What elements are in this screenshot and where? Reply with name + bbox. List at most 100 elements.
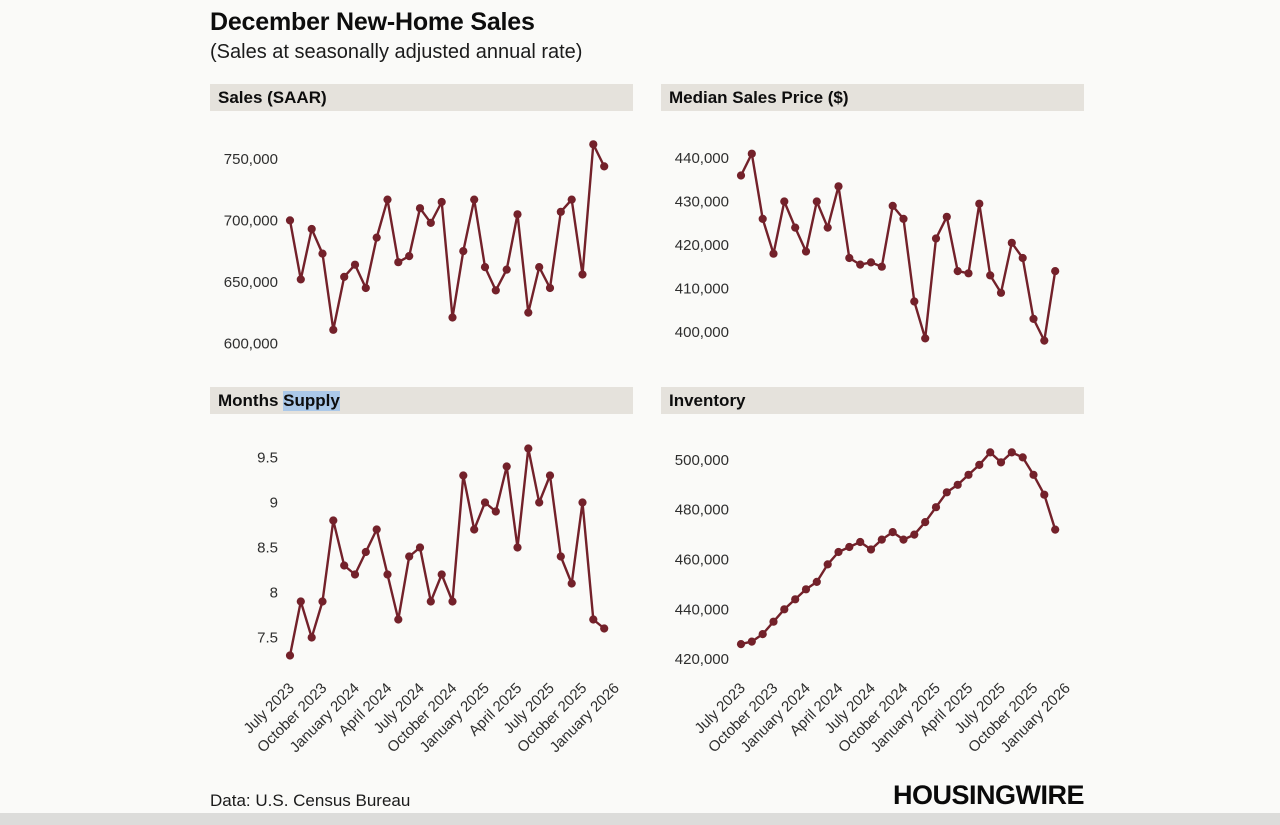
chart-point	[307, 224, 316, 234]
months-supply-chart: 7.5 8 8.5 9 9.5 July 2023 October 2023 January …	[210, 419, 633, 780]
chart-point	[524, 308, 533, 317]
chart-point	[405, 252, 414, 261]
panel-median-sales-price: Median Sales Price ($) 400,000 410,000 420…	[661, 84, 1084, 373]
chart-point	[502, 265, 511, 274]
chart-point	[888, 528, 897, 537]
chart-point	[888, 201, 897, 210]
chart-point	[780, 605, 789, 614]
chart-point	[1029, 470, 1038, 479]
chart-figure: December New-Home Sales (Sales at season…	[210, 8, 1085, 810]
panel-title-months-supply: Months	[218, 390, 284, 410]
chart-point	[383, 195, 392, 204]
chart-grid: Sales (SAAR) 600,000 650,000 700,000 750,00…	[210, 84, 1084, 780]
panel-inventory: Inventory 420,000 440,000 460,000 480,000 50…	[661, 387, 1084, 780]
y-tick-label: 500,000	[675, 452, 729, 469]
chart-point	[866, 258, 876, 267]
chart-point	[953, 267, 962, 276]
sales-saar-chart: 600,000 650,000 700,000 750,000	[210, 116, 633, 373]
chart-point	[329, 516, 338, 525]
chart-point	[834, 182, 843, 191]
panel-title-inventory: Inventory	[669, 390, 746, 410]
chart-point	[415, 543, 425, 552]
chart-point	[545, 471, 555, 480]
y-tick-label: 750,000	[224, 151, 278, 168]
chart-point	[426, 597, 435, 606]
chart-point	[372, 233, 381, 242]
chart-point	[361, 547, 370, 557]
chart-point	[589, 140, 598, 149]
panel-title-median-sales-price: Median Sales Price ($)	[669, 87, 849, 107]
chart-point	[823, 560, 832, 569]
y-tick-label: 600,000	[224, 335, 278, 352]
chart-point	[1007, 448, 1016, 457]
y-tick-label: 9.5	[257, 450, 278, 467]
chart-line	[739, 152, 1057, 342]
chart-line	[739, 451, 1057, 646]
chart-point	[747, 149, 756, 158]
chart-point	[567, 195, 576, 204]
chart-point	[318, 249, 327, 258]
chart-point	[1007, 238, 1016, 247]
chart-point	[931, 503, 941, 512]
chart-point	[285, 216, 295, 225]
chart-point	[986, 271, 995, 280]
chart-point	[845, 253, 854, 263]
chart-point	[535, 263, 544, 272]
chart-point	[437, 197, 446, 207]
chart-point	[470, 525, 479, 534]
chart-line	[288, 143, 606, 331]
chart-point	[856, 260, 865, 269]
panel-header-sales-saar: Sales (SAAR)	[210, 84, 633, 111]
chart-point	[491, 286, 500, 295]
chart-point	[801, 585, 811, 594]
sales-saar-chart-svg: 600,000 650,000 700,000 750,000	[224, 140, 609, 352]
chart-point	[340, 561, 349, 570]
chart-point	[589, 615, 598, 624]
figure-subtitle: (Sales at seasonally adjusted annual rat…	[210, 41, 583, 63]
chart-point	[600, 162, 609, 171]
y-tick-label: 9	[270, 495, 278, 512]
chart-point	[921, 518, 930, 527]
chart-point	[350, 570, 360, 579]
chart-point	[910, 530, 919, 539]
chart-point	[318, 597, 327, 606]
chart-point	[942, 212, 951, 221]
chart-point	[296, 275, 305, 284]
inventory-chart-svg: 420,000440,000460,000480,000500,000July …	[675, 448, 1074, 756]
chart-point	[996, 458, 1006, 467]
panel-title-sales-saar: Sales (SAAR)	[218, 87, 327, 107]
chart-point	[736, 171, 746, 180]
chart-point	[329, 325, 338, 334]
chart-point	[834, 547, 843, 557]
median-sales-price-chart: 400,000 410,000 420,000 430,000 440,000	[661, 116, 1084, 373]
chart-point	[747, 637, 756, 646]
chart-point	[877, 535, 886, 544]
chart-point	[964, 470, 973, 479]
chart-point	[975, 199, 984, 208]
chart-point	[996, 288, 1006, 297]
chart-point	[1040, 336, 1049, 345]
y-tick-label: 440,000	[675, 601, 729, 618]
chart-point	[600, 624, 609, 633]
chart-point	[394, 615, 403, 624]
chart-point	[1051, 525, 1060, 534]
median-sales-price-chart-svg: 400,000 410,000 420,000 430,000 440,000	[675, 149, 1060, 345]
chart-point	[535, 498, 544, 507]
chart-point	[470, 195, 479, 204]
chart-point	[1018, 453, 1027, 462]
chart-point	[513, 543, 522, 552]
chart-point	[964, 269, 973, 278]
chart-point	[372, 525, 381, 534]
y-tick-label: 410,000	[675, 280, 729, 297]
chart-point	[910, 297, 919, 306]
y-tick-label: 8.5	[257, 540, 278, 557]
chart-point	[736, 640, 746, 649]
chart-point	[350, 260, 360, 269]
chart-point	[953, 480, 962, 489]
chart-line	[288, 447, 606, 657]
chart-point	[502, 462, 511, 471]
chart-point	[1040, 490, 1049, 499]
chart-point	[758, 630, 767, 639]
chart-point	[340, 272, 349, 281]
